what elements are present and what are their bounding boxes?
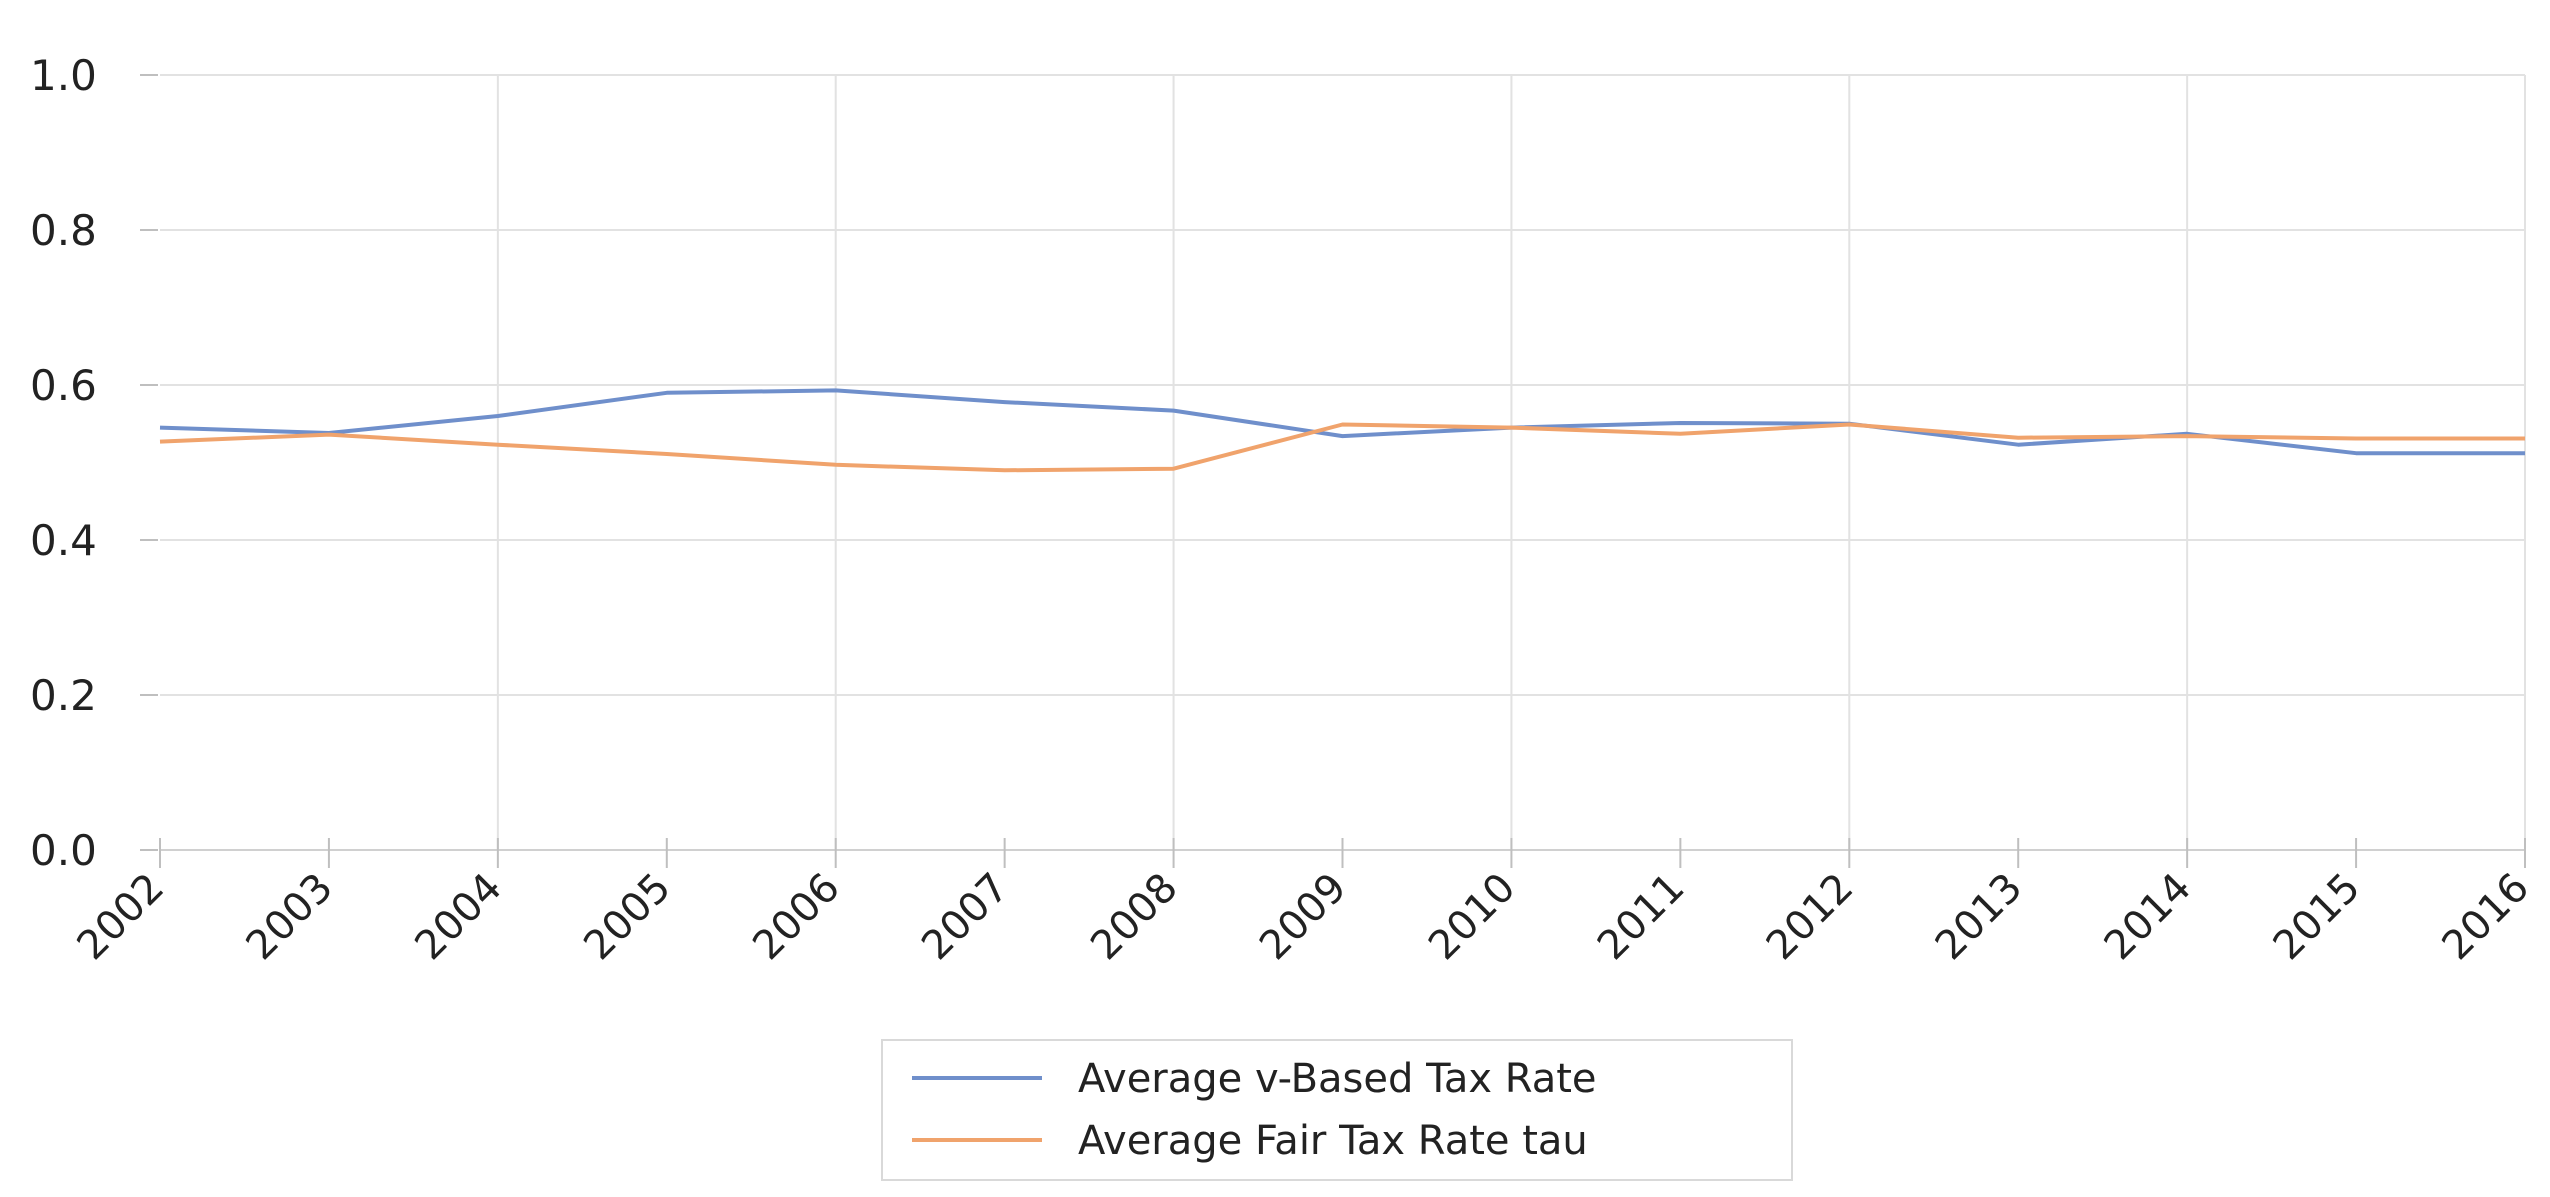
x-tick-label: 2007	[913, 865, 1018, 970]
series-lines	[159, 388, 2525, 473]
x-tick-label: 2003	[237, 865, 342, 970]
y-tick-label: 0.6	[30, 361, 97, 410]
y-axis-ticks: 1.0 0.8 0.6 0.4 0.2 0.0	[30, 51, 158, 875]
y-tick-label: 0.2	[30, 671, 97, 720]
x-tick-label: 2015	[2265, 865, 2370, 970]
legend-label-1: Average Fair Tax Rate tau	[1078, 1118, 1588, 1164]
legend: Average v-Based Tax Rate Average Fair Tax…	[881, 1039, 1793, 1181]
series-line-1	[159, 422, 2525, 473]
x-tick-label: 2008	[1082, 865, 1187, 970]
x-tick-label: 2005	[575, 865, 680, 970]
grid-lines	[160, 74, 2526, 850]
x-tick-label: 2016	[2434, 865, 2539, 970]
x-tick-label: 2011	[1589, 865, 1694, 970]
x-tick-label: 2012	[1758, 865, 1863, 970]
x-tick-label: 2002	[69, 865, 174, 970]
y-tick-label: 1.0	[30, 51, 97, 100]
y-tick-label: 0.4	[30, 516, 97, 565]
x-tick-label: 2013	[1927, 865, 2032, 970]
x-tick-label: 2009	[1251, 865, 1356, 970]
y-tick-label: 0.0	[30, 826, 97, 875]
x-axis-ticks: 2002 2003 2004 2005 2006 2007 2008 2009 2010 2011…	[69, 838, 2539, 970]
legend-label-0: Average v-Based Tax Rate	[1078, 1056, 1597, 1102]
x-tick-label: 2004	[406, 865, 511, 970]
x-tick-label: 2014	[2096, 865, 2201, 970]
y-tick-label: 0.8	[30, 206, 97, 255]
legend-box	[881, 1039, 1793, 1181]
x-tick-label: 2006	[744, 865, 849, 970]
x-tick-label: 2010	[1420, 865, 1525, 970]
